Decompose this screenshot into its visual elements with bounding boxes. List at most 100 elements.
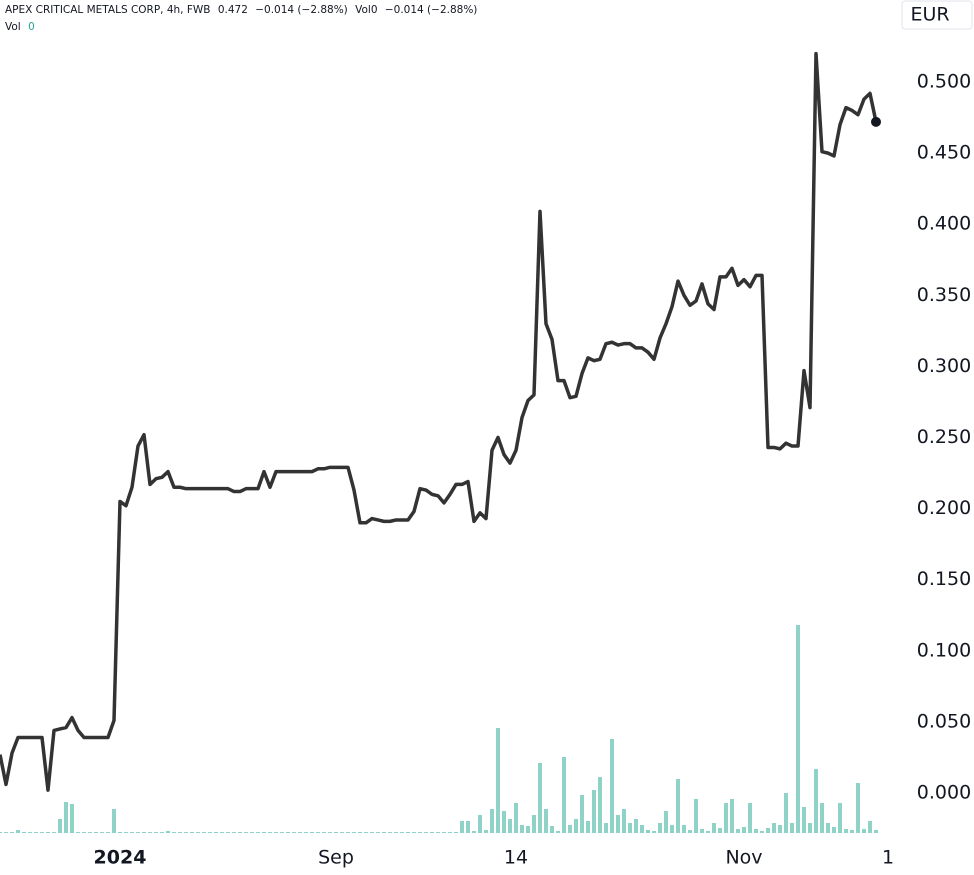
- volume-bar: [148, 832, 152, 833]
- volume-bar: [688, 830, 692, 833]
- volume-bar: [58, 819, 62, 833]
- volume-bar: [70, 804, 74, 833]
- volume-bar: [568, 825, 572, 833]
- volume-bar: [370, 832, 374, 833]
- y-tick-label: 0.400: [917, 213, 971, 235]
- last-price-dot: [871, 116, 881, 127]
- y-tick-label: 0.250: [917, 426, 971, 448]
- volume-bar: [634, 819, 638, 833]
- volume-bar: [88, 832, 92, 833]
- volume-bar: [514, 803, 518, 833]
- volume-bar: [838, 803, 842, 833]
- y-tick-label: 0.450: [917, 142, 971, 164]
- volume-bar: [796, 625, 800, 833]
- volume-bar: [520, 825, 524, 833]
- x-tick-label: 14: [504, 847, 528, 869]
- volume-bar: [532, 815, 536, 833]
- volume-bar: [862, 829, 866, 833]
- volume-bar: [604, 823, 608, 833]
- volume-bar: [448, 832, 452, 833]
- volume-bar: [784, 793, 788, 833]
- y-tick-label: 0.500: [917, 71, 971, 93]
- volume-bar: [526, 826, 530, 833]
- volume-bar: [856, 783, 860, 833]
- volume-legend: Vol 0: [5, 21, 35, 33]
- volume-bar: [184, 832, 188, 833]
- volume-bar: [0, 832, 2, 833]
- volume-bar: [202, 832, 206, 833]
- volume-bar: [172, 832, 176, 833]
- currency[interactable]: EUR: [910, 4, 949, 26]
- volume-bar: [670, 825, 674, 833]
- x-tick-label: 2024: [94, 847, 147, 869]
- volume-bar: [712, 823, 716, 833]
- x-tick-label: Nov: [725, 847, 762, 869]
- volume-bar: [334, 832, 338, 833]
- volume-bar: [340, 832, 344, 833]
- volume-bar: [580, 795, 584, 833]
- volume-bar: [40, 832, 44, 833]
- volume-bar: [682, 825, 686, 833]
- volume-bar: [328, 832, 332, 833]
- volume-bar: [130, 832, 134, 833]
- volume-bar: [562, 757, 566, 833]
- volume-bar: [772, 823, 776, 833]
- vol-change: −0.014 (−2.88%): [385, 4, 478, 16]
- volume-bar: [754, 829, 758, 833]
- volume-bar: [22, 832, 26, 833]
- volume-bar: [112, 809, 116, 833]
- vol-name: Vol: [5, 21, 21, 33]
- volume-bar: [484, 830, 488, 833]
- volume-bar: [868, 821, 872, 833]
- volume-bar: [226, 832, 230, 833]
- volume-bar: [592, 790, 596, 833]
- volume-bar: [430, 832, 434, 833]
- volume-bar: [352, 832, 356, 833]
- volume-bar: [46, 832, 50, 833]
- volume-bar: [406, 832, 410, 833]
- volume-bar: [166, 831, 170, 833]
- volume-bar: [652, 831, 656, 833]
- volume-bar: [790, 823, 794, 833]
- volume-bar: [616, 815, 620, 833]
- volume-bar: [556, 831, 560, 833]
- volume-bar: [544, 809, 548, 833]
- volume-bar: [142, 832, 146, 833]
- volume-bar: [346, 832, 350, 833]
- vol-label: Vol0: [355, 4, 377, 16]
- volume-bar: [304, 832, 308, 833]
- volume-bar: [10, 832, 14, 833]
- volume-bar: [466, 821, 470, 833]
- volume-bar: [154, 832, 158, 833]
- volume-bar: [724, 803, 728, 833]
- volume-bar: [694, 799, 698, 833]
- volume-bar: [76, 832, 80, 833]
- y-tick-label: 0.300: [917, 355, 971, 377]
- volume-bar: [496, 728, 500, 833]
- volume-bar: [118, 832, 122, 833]
- volume-bar: [232, 832, 236, 833]
- legend-line: APEX CRITICAL METALS CORP, 4h, FWB 0.472…: [5, 4, 477, 16]
- volume-bar: [622, 809, 626, 833]
- currency-box[interactable]: [901, 0, 973, 30]
- volume-bar: [208, 832, 212, 833]
- volume-bar: [34, 832, 38, 833]
- y-tick-label: 0.350: [917, 284, 971, 306]
- volume-bar: [706, 831, 710, 833]
- volume-bar: [160, 832, 164, 833]
- volume-bar: [256, 832, 260, 833]
- volume-bar: [280, 832, 284, 833]
- volume-bar: [316, 832, 320, 833]
- volume-bar: [478, 815, 482, 833]
- x-tick-label: Sep: [318, 847, 354, 869]
- volume-bar: [760, 831, 764, 833]
- volume-bar: [298, 832, 302, 833]
- volume-bar: [574, 819, 578, 833]
- price-line: [0, 51, 878, 792]
- volume-bar: [628, 823, 632, 833]
- volume-bar: [106, 832, 110, 833]
- volume-bar: [418, 832, 422, 833]
- volume-bar: [214, 832, 218, 833]
- volume-bar: [16, 830, 20, 833]
